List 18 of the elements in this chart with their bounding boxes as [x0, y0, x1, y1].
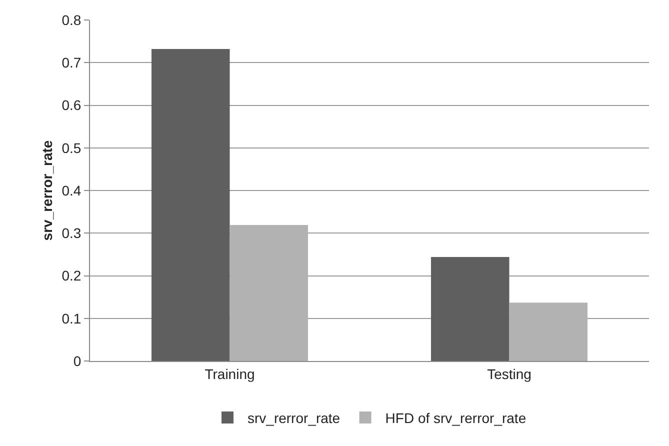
y-tick-label: 0.4: [62, 182, 82, 198]
y-tick-label: 0: [73, 352, 82, 369]
legend-label: srv_rerror_rate: [248, 410, 340, 426]
bar: [509, 302, 588, 361]
x-tick-label: Training: [204, 366, 255, 382]
bar: [230, 225, 308, 361]
x-tick-label: Testing: [487, 366, 532, 382]
y-tick-label: 0.3: [62, 225, 82, 242]
y-tick-label: 0.6: [62, 97, 82, 114]
bar: [151, 48, 230, 361]
bar: [430, 257, 510, 361]
y-tick-label: 0.8: [62, 12, 82, 28]
y-tick-label: 0.1: [62, 310, 82, 326]
y-axis-title: srv_rerror_rate: [39, 140, 55, 241]
legend-label: HFD of srv_rerror_rate: [385, 410, 526, 426]
y-tick-label: 0.5: [62, 140, 82, 156]
y-tick-label: 0.2: [62, 268, 82, 284]
y-tick-label: 0.7: [62, 54, 82, 71]
